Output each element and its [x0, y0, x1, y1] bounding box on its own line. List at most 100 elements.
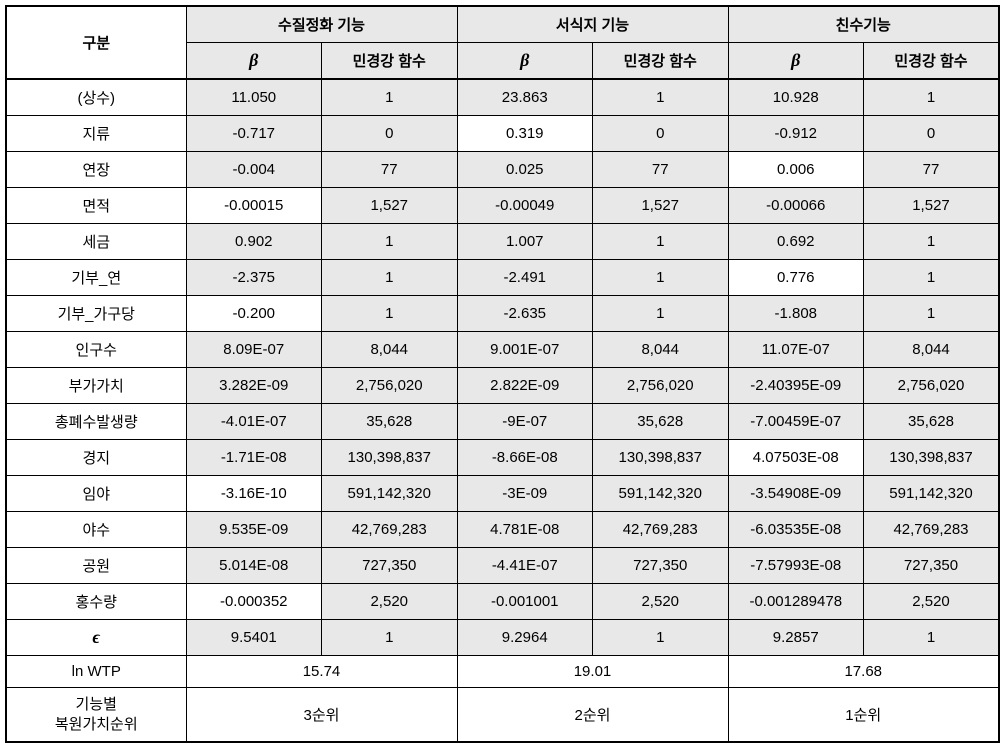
data-cell: -0.912: [728, 116, 864, 152]
data-cell: 1: [864, 260, 1000, 296]
table-row: 공원5.014E-08727,350-4.41E-07727,350-7.579…: [6, 548, 999, 584]
data-cell: -3.54908E-09: [728, 476, 864, 512]
data-cell: 591,142,320: [322, 476, 458, 512]
data-cell: 4.781E-08: [457, 512, 593, 548]
lnwtp-value: 17.68: [728, 656, 999, 688]
row-label: 야수: [6, 512, 186, 548]
data-cell: 2,756,020: [864, 368, 1000, 404]
row-label: ϵ: [6, 620, 186, 656]
data-cell: 1: [322, 260, 458, 296]
data-cell: 1: [864, 79, 1000, 116]
data-cell: 0.319: [457, 116, 593, 152]
data-cell: 1: [322, 224, 458, 260]
data-cell: -0.00049: [457, 188, 593, 224]
data-cell: 591,142,320: [593, 476, 729, 512]
data-cell: 8.09E-07: [186, 332, 322, 368]
table-row: 기부_가구당-0.2001-2.6351-1.8081: [6, 296, 999, 332]
data-cell: 9.2857: [728, 620, 864, 656]
data-cell: 0: [322, 116, 458, 152]
row-label: (상수): [6, 79, 186, 116]
data-cell: 42,769,283: [322, 512, 458, 548]
data-cell: -3E-09: [457, 476, 593, 512]
data-cell: 130,398,837: [322, 440, 458, 476]
data-cell: -1.71E-08: [186, 440, 322, 476]
row-label: 부가가치: [6, 368, 186, 404]
data-cell: 1: [864, 620, 1000, 656]
data-cell: -2.375: [186, 260, 322, 296]
table-row: 임야-3.16E-10591,142,320-3E-09591,142,320-…: [6, 476, 999, 512]
data-cell: -4.41E-07: [457, 548, 593, 584]
data-cell: -0.001001: [457, 584, 593, 620]
table-row: 지류-0.71700.3190-0.9120: [6, 116, 999, 152]
data-cell: 35,628: [864, 404, 1000, 440]
data-cell: -0.717: [186, 116, 322, 152]
data-cell: 77: [322, 152, 458, 188]
data-cell: -7.00459E-07: [728, 404, 864, 440]
data-cell: 1: [593, 620, 729, 656]
rank-value: 1순위: [728, 688, 999, 743]
data-cell: 1: [322, 296, 458, 332]
data-cell: 35,628: [322, 404, 458, 440]
data-cell: 0.902: [186, 224, 322, 260]
data-cell: 8,044: [322, 332, 458, 368]
data-cell: -7.57993E-08: [728, 548, 864, 584]
table-row: 기부_연-2.3751-2.49110.7761: [6, 260, 999, 296]
data-cell: -0.00066: [728, 188, 864, 224]
rank-label: 기능별복원가치순위: [6, 688, 186, 743]
header-func1: 수질정화 기능: [186, 6, 457, 43]
data-cell: 130,398,837: [864, 440, 1000, 476]
data-cell: 1: [322, 79, 458, 116]
header-beta-2: β: [457, 43, 593, 80]
row-label: 인구수: [6, 332, 186, 368]
data-cell: 591,142,320: [864, 476, 1000, 512]
data-cell: 2,520: [593, 584, 729, 620]
data-cell: -1.808: [728, 296, 864, 332]
data-cell: 8,044: [864, 332, 1000, 368]
lnwtp-value: 19.01: [457, 656, 728, 688]
row-label: 공원: [6, 548, 186, 584]
data-cell: 11.050: [186, 79, 322, 116]
header-func3: 친수기능: [728, 6, 999, 43]
row-label: 기부_연: [6, 260, 186, 296]
table-row: 면적-0.000151,527-0.000491,527-0.000661,52…: [6, 188, 999, 224]
header-min-2: 민경강 함수: [593, 43, 729, 80]
data-cell: 2,520: [864, 584, 1000, 620]
header-min-3: 민경강 함수: [864, 43, 1000, 80]
data-cell: 0.025: [457, 152, 593, 188]
data-cell: -2.40395E-09: [728, 368, 864, 404]
data-cell: 77: [593, 152, 729, 188]
header-beta-1: β: [186, 43, 322, 80]
row-label: 임야: [6, 476, 186, 512]
table-row: 총폐수발생량-4.01E-0735,628-9E-0735,628-7.0045…: [6, 404, 999, 440]
data-cell: 0.692: [728, 224, 864, 260]
data-cell: 42,769,283: [864, 512, 1000, 548]
row-label: 면적: [6, 188, 186, 224]
data-cell: -4.01E-07: [186, 404, 322, 440]
data-cell: -0.00015: [186, 188, 322, 224]
data-cell: 2,520: [322, 584, 458, 620]
rank-row: 기능별복원가치순위3순위2순위1순위: [6, 688, 999, 743]
data-cell: 11.07E-07: [728, 332, 864, 368]
data-cell: 9.5401: [186, 620, 322, 656]
data-cell: 9.2964: [457, 620, 593, 656]
data-cell: -3.16E-10: [186, 476, 322, 512]
data-cell: 727,350: [593, 548, 729, 584]
table-row: 야수9.535E-0942,769,2834.781E-0842,769,283…: [6, 512, 999, 548]
table-row: 경지-1.71E-08130,398,837-8.66E-08130,398,8…: [6, 440, 999, 476]
table-row: 홍수량-0.0003522,520-0.0010012,520-0.001289…: [6, 584, 999, 620]
data-cell: 2,756,020: [593, 368, 729, 404]
data-table: 구분 수질정화 기능 서식지 기능 친수기능 β 민경강 함수 β 민경강 함수…: [5, 5, 1000, 743]
data-cell: 1,527: [593, 188, 729, 224]
row-label: 기부_가구당: [6, 296, 186, 332]
data-cell: -2.635: [457, 296, 593, 332]
data-cell: 9.535E-09: [186, 512, 322, 548]
data-cell: -0.000352: [186, 584, 322, 620]
data-cell: -0.200: [186, 296, 322, 332]
table-row: 세금0.90211.00710.6921: [6, 224, 999, 260]
data-cell: 2.822E-09: [457, 368, 593, 404]
data-cell: 727,350: [864, 548, 1000, 584]
row-label: 세금: [6, 224, 186, 260]
data-cell: 9.001E-07: [457, 332, 593, 368]
data-cell: 8,044: [593, 332, 729, 368]
data-cell: 0.006: [728, 152, 864, 188]
